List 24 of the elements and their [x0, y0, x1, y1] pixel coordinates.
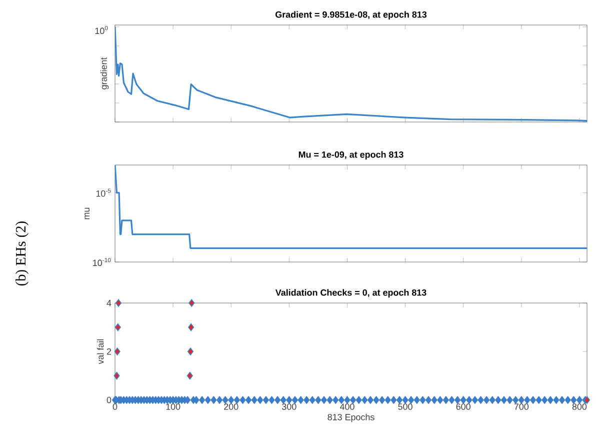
chart-title: Mu = 1e-09, at epoch 813 [298, 151, 404, 160]
y-axis-title: val fail [97, 339, 104, 364]
x-axis-title: 813 Epochs [328, 414, 374, 422]
text: 10$^{0}$ [95, 26, 108, 34]
line-series [115, 165, 588, 249]
x-tick-label: 200 [224, 404, 238, 410]
x-tick-label: 0 [112, 404, 118, 410]
text: (b) EHs (2) [15, 221, 28, 286]
chart-title: Validation Checks = 0, at epoch 813 [275, 289, 426, 298]
y-tick-label: 0 [106, 396, 112, 404]
y-axis-title: mu [84, 208, 90, 220]
chart-title: Gradient = 9.9851e-08, at epoch 813 [276, 11, 427, 20]
x-tick-label: 300 [282, 404, 296, 410]
x-tick-label: 800 [572, 404, 587, 410]
y-axis-title: gradient [100, 57, 109, 90]
y-tick-label: 2 [106, 348, 112, 355]
y-tick-label: 4 [106, 300, 112, 306]
x-tick-label: 400 [340, 404, 354, 410]
x-tick-label: 100 [166, 404, 180, 410]
y-tick-label: 10$^{-5}$ [96, 188, 111, 197]
x-tick-label: 500 [398, 404, 412, 410]
x-tick-label: 600 [456, 404, 470, 410]
y-tick-label: 10$^{-10}$ [93, 258, 111, 266]
x-tick-label: 700 [514, 404, 529, 410]
